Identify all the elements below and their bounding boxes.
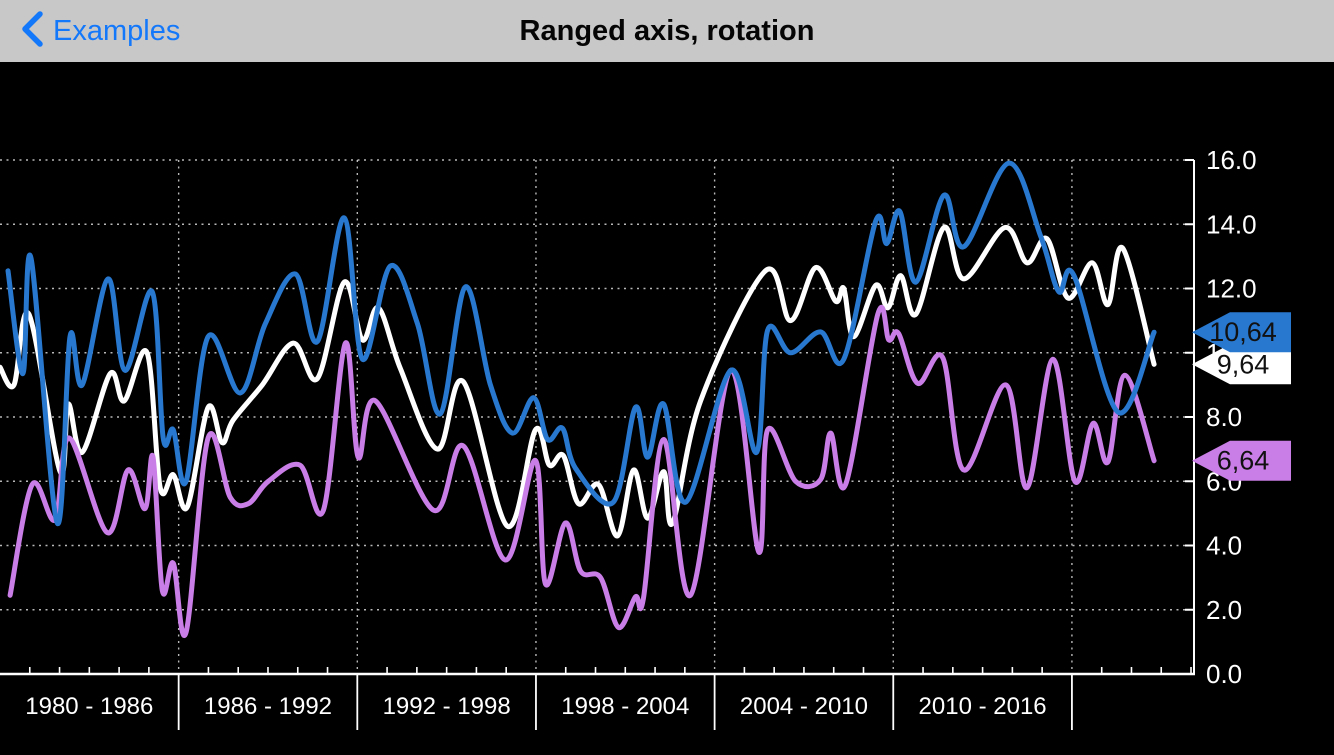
- axis-marker-blue: 10,64: [1192, 312, 1291, 353]
- axis-marker-label: 6,64: [1217, 446, 1270, 476]
- series-line-blue: [5, 160, 1157, 526]
- y-axis-labels: 16.014.012.010.08.06.04.02.00.0: [1206, 145, 1257, 689]
- axis-marker-label: 9,64: [1217, 349, 1270, 379]
- axes: [0, 159, 1195, 730]
- y-axis-label: 14.0: [1206, 209, 1257, 239]
- page-title: Ranged axis, rotation: [519, 15, 815, 47]
- y-axis-label: 0.0: [1206, 659, 1242, 689]
- x-axis-range-label: 1986 - 1992: [204, 693, 332, 720]
- x-axis-range-labels: 1980 - 1986 1986 - 1992 1992 - 1998 1998 - …: [25, 693, 1046, 720]
- x-axis-range-label: 1980 - 1986: [25, 693, 153, 720]
- x-axis-range-label: 2004 - 2010: [740, 693, 868, 720]
- back-button[interactable]: Examples: [20, 0, 180, 62]
- y-axis-label: 8.0: [1206, 402, 1242, 432]
- x-axis-range-label: 1992 - 1998: [383, 693, 511, 720]
- series-lines: [0, 160, 1157, 638]
- y-axis-label: 12.0: [1206, 274, 1257, 304]
- series-line-violet: [7, 304, 1157, 638]
- axis-marker-label: 10,64: [1209, 317, 1277, 347]
- nav-bar: Examples Ranged axis, rotation: [0, 0, 1334, 62]
- axis-marker-violet: 6,64: [1192, 440, 1291, 481]
- y-axis-label: 16.0: [1206, 145, 1257, 175]
- gridlines: [0, 159, 1194, 674]
- y-axis-label: 4.0: [1206, 531, 1242, 561]
- x-axis-range-label: 2010 - 2016: [919, 693, 1047, 720]
- y-axis-label: 2.0: [1206, 595, 1242, 625]
- axis-marker-white: 9,64: [1192, 344, 1291, 385]
- back-button-label: Examples: [53, 15, 181, 47]
- x-axis-range-label: 1998 - 2004: [561, 693, 689, 720]
- series-line-white: [0, 224, 1157, 539]
- chevron-left-icon: [20, 9, 44, 54]
